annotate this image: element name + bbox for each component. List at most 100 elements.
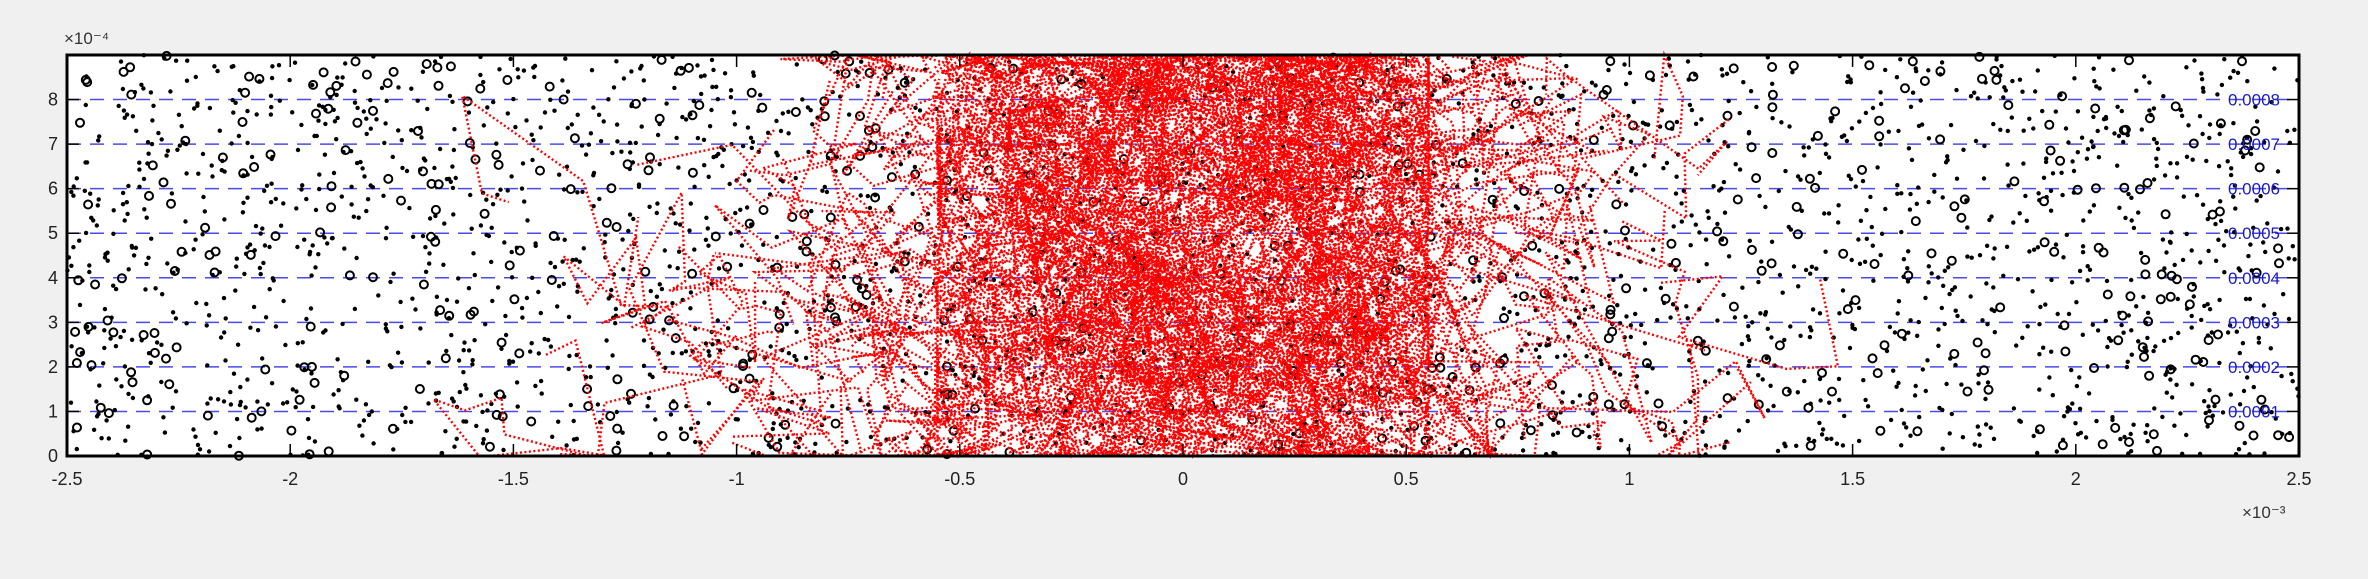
particle-dot [2119,108,2124,114]
trajectory-path [1515,338,1731,458]
trajectory-path [1175,111,1410,234]
trajectory-path [1114,66,1274,204]
particle-dot [264,183,270,188]
trajectory-path [1273,177,1341,279]
particle-circle [323,103,334,114]
particle-dot [1589,187,1595,192]
particle-dot [1611,277,1616,282]
particle-dot [1537,248,1542,253]
particle-dot [451,212,456,217]
trajectory-path [1030,148,1094,321]
particle-dot [1745,334,1751,339]
particle-dot [918,293,923,298]
trajectory-path [1293,122,1361,217]
particle-dot [510,359,516,364]
particle-dot [1702,379,1708,384]
particle-dot [564,443,569,448]
particle-circle [687,167,698,178]
trajectory-path [1247,219,1340,310]
particle-dot [1340,372,1345,377]
trajectory-path [1018,120,1062,215]
particle-dot [768,444,773,450]
particle-dot [2011,406,2017,411]
particle-dot [268,200,274,205]
particle-circle [240,87,251,98]
y-exponent-label: ×10⁻⁴ [64,29,109,48]
particle-circle [127,377,138,388]
particle-dot [222,217,227,222]
particle-dot [859,59,864,64]
trajectory-path [1148,175,1238,280]
particle-dot [2073,421,2078,426]
particle-dot [106,436,112,441]
particle-dot [119,384,124,389]
particle-dot [143,287,148,292]
particle-dot [867,205,873,211]
particle-dot [137,160,142,165]
particle-dot [1926,199,1931,205]
particle-circle [83,321,94,332]
particle-dot [1576,315,1582,320]
trajectory-path [1381,110,1430,277]
particle-dot [144,215,149,220]
particle-dot [102,255,108,260]
particle-dot [786,131,791,136]
x-tick-label: 1.5 [1840,469,1865,489]
particle-dot [241,200,246,205]
particle-dot [2044,156,2049,161]
particle-circle [294,394,305,405]
particle-dot [1717,413,1723,419]
particle-dot [557,172,562,177]
particle-dot [1940,446,1945,451]
particle-dot [1681,188,1687,193]
particle-circle [2142,178,2153,188]
particle-dot [360,433,365,438]
particle-circle [161,353,171,364]
particle-dot [323,328,328,333]
trajectory-path [821,53,933,160]
particle-circle [1212,234,1223,245]
particle-circle [2003,100,2014,111]
particle-dot [1906,330,1911,335]
particle-dot [317,172,322,177]
particle-dot [2080,250,2086,255]
particle-dot [2094,84,2099,89]
particle-dot [2103,318,2108,324]
particle-dot [2085,264,2090,269]
particle-dot [1847,345,1853,351]
particle-dot [2240,154,2246,160]
particle-dot [2105,344,2110,350]
particle-dot [900,378,905,383]
particle-circle [305,321,316,332]
particle-dot [210,174,215,179]
particle-dot [577,259,582,264]
trajectory-path [998,104,1020,205]
particle-dot [2161,338,2167,343]
particle-circle [1666,238,1677,249]
particle-dot [1942,268,1948,273]
particle-dot [1939,60,1945,65]
particle-circle [2190,354,2201,365]
particle-dot [77,238,82,243]
trajectory-path [1358,287,1417,372]
particle-dot [255,427,260,432]
particle-dot [844,439,849,445]
particle-dot [1615,303,1620,308]
particle-dot [481,79,486,85]
particle-dot [1474,182,1480,187]
particle-dot [542,110,548,115]
particle-circle [657,431,668,441]
particle-circle [2165,291,2176,302]
particle-circle [361,69,372,80]
trajectory-path [819,209,965,337]
particle-dot [2077,406,2083,411]
trajectory-path [1031,166,1158,269]
particle-circle [1495,418,1506,429]
particle-dot [740,143,746,149]
particle-dot [159,137,164,142]
particle-dot [2162,266,2167,271]
particle-dot [602,240,607,245]
particle-dot [1550,432,1556,437]
particle-circle [2091,183,2101,194]
particle-circle [2039,237,2050,248]
